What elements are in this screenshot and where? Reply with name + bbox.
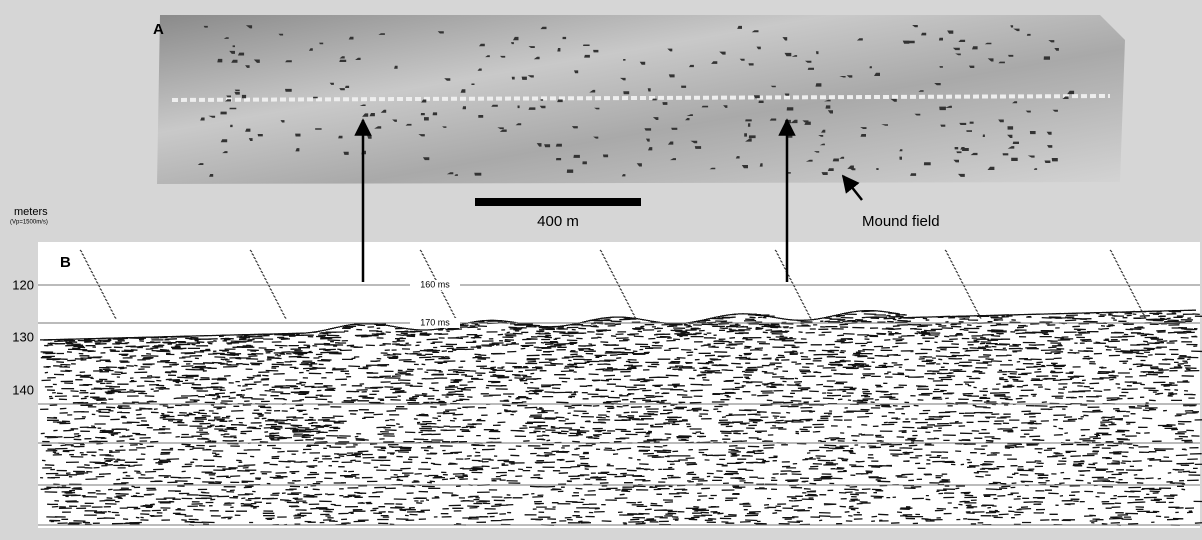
label-bg [410,280,460,290]
noise-streaks [79,249,1147,319]
seismic-traces [40,249,1202,526]
scale-bar [475,198,641,206]
time-label: 170 ms [420,317,450,327]
reflector-marks [40,309,1202,526]
time-label: 160 ms [420,279,450,289]
depth-tick: 120 [12,277,34,292]
depth-tick: 130 [12,329,34,344]
axis-label: meters [14,206,48,218]
track-line [171,94,1111,102]
annotation: Mound field [862,213,940,230]
panel-label: A [153,21,164,38]
depth-lines [38,284,1200,526]
depth-tick: 140 [12,382,34,397]
label-bg [410,318,460,328]
scale-label: 400 m [537,213,579,230]
arrow [841,174,863,201]
panel-label: B [60,254,71,271]
seismic-profile [38,242,1200,528]
axis-sublabel: (Vp=1500m/s) [10,220,48,226]
